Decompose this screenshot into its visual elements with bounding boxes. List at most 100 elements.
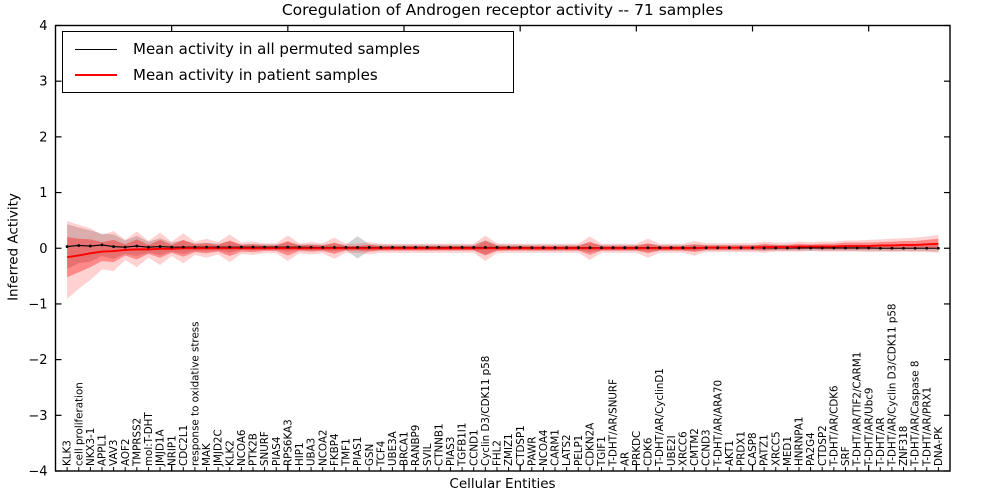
permuted-marker bbox=[507, 246, 510, 249]
permuted-marker bbox=[646, 246, 650, 250]
x-tick-label: XRCC6 bbox=[677, 431, 689, 466]
permuted-marker bbox=[495, 246, 499, 249]
permuted-marker bbox=[193, 245, 197, 249]
x-tick-label: TGIF1 bbox=[596, 436, 608, 467]
x-tick-label: CCND3 bbox=[701, 429, 713, 466]
x-tick-label: FKBP4 bbox=[329, 434, 341, 467]
x-tick-label: CDC2L1 bbox=[178, 425, 190, 466]
permuted-marker bbox=[263, 245, 267, 249]
y-tick-label: −3 bbox=[28, 409, 47, 424]
permuted-marker bbox=[228, 245, 232, 249]
permuted-marker bbox=[890, 246, 894, 250]
permuted-marker bbox=[321, 246, 325, 249]
x-tick-label: BRCA1 bbox=[399, 432, 411, 467]
band-patient-std-outer bbox=[67, 220, 939, 299]
x-tick-label: CDK6 bbox=[643, 438, 655, 466]
permuted-marker bbox=[727, 246, 731, 250]
permuted-marker bbox=[216, 245, 220, 249]
permuted-marker bbox=[669, 246, 673, 250]
permuted-marker bbox=[623, 246, 627, 250]
permuted-marker bbox=[716, 246, 720, 250]
permuted-marker bbox=[762, 246, 766, 250]
patient-line-swatch bbox=[75, 74, 117, 76]
permuted-marker bbox=[170, 245, 174, 249]
x-tick-label: PATZ1 bbox=[759, 434, 771, 466]
permuted-marker bbox=[449, 246, 452, 249]
permuted-marker bbox=[936, 246, 940, 250]
x-tick-label: PAWR bbox=[526, 437, 538, 466]
legend-item-patient: Mean activity in patient samples bbox=[63, 62, 513, 88]
legend-item-permuted: Mean activity in all permuted samples bbox=[63, 36, 513, 62]
permuted-marker bbox=[797, 246, 801, 250]
permuted-marker bbox=[553, 246, 557, 250]
permuted-marker bbox=[739, 246, 743, 250]
permuted-line-swatch bbox=[75, 48, 117, 50]
permuted-marker bbox=[634, 246, 638, 250]
x-tick-label: TCF4 bbox=[375, 441, 387, 467]
y-tick-label: 1 bbox=[39, 186, 47, 201]
permuted-marker bbox=[704, 246, 708, 250]
x-tick-label: CASP8 bbox=[747, 432, 759, 466]
x-tick-label: TMF1 bbox=[341, 438, 353, 467]
x-tick-label: SRF bbox=[840, 446, 852, 466]
x-tick-label: PRKDC bbox=[631, 431, 643, 466]
permuted-marker bbox=[390, 246, 394, 249]
x-tick-label: UBE2I bbox=[666, 435, 678, 466]
permuted-marker bbox=[681, 246, 685, 250]
chart-title: Coregulation of Androgen receptor activi… bbox=[281, 1, 724, 19]
x-tick-label: NCOA4 bbox=[538, 430, 550, 466]
x-tick-label: UBE3A bbox=[387, 431, 399, 466]
x-tick-label: HIP1 bbox=[294, 442, 306, 466]
permuted-marker bbox=[530, 246, 534, 250]
x-tick-label: CCND1 bbox=[468, 429, 480, 466]
y-tick-label: 4 bbox=[39, 19, 47, 34]
permuted-marker bbox=[925, 246, 929, 250]
permuted-marker bbox=[611, 246, 615, 250]
permuted-marker bbox=[100, 243, 104, 247]
x-tick-label: T-DHT/AR/Cyclin D3/CDK11 p58 bbox=[887, 304, 899, 467]
x-tick-label: HNRNPA1 bbox=[794, 417, 806, 466]
permuted-marker bbox=[576, 246, 580, 250]
permuted-marker bbox=[135, 244, 139, 248]
permuted-marker bbox=[542, 246, 545, 250]
y-tick-label: −2 bbox=[28, 353, 47, 368]
permuted-marker bbox=[658, 246, 661, 250]
permuted-marker bbox=[367, 246, 371, 249]
x-tick-label: GSN bbox=[364, 444, 376, 466]
permuted-marker bbox=[123, 245, 127, 249]
x-tick-label: mol:T-DHT bbox=[143, 412, 155, 466]
x-tick-label: VAV3 bbox=[108, 440, 120, 466]
x-tick-label: DNA-PK bbox=[933, 427, 945, 466]
x-tick-label: LATS2 bbox=[561, 434, 573, 466]
x-tick-label: NCOA2 bbox=[317, 430, 329, 466]
permuted-marker bbox=[774, 246, 778, 250]
permuted-marker bbox=[820, 246, 824, 250]
permuted-marker bbox=[402, 246, 406, 249]
x-tick-label: T-DHT/AR/SNURF bbox=[608, 379, 620, 467]
permuted-marker bbox=[356, 246, 359, 249]
x-tick-label: CTDSP2 bbox=[817, 425, 829, 466]
patient-mean-line bbox=[66, 242, 939, 259]
legend-label-permuted: Mean activity in all permuted samples bbox=[133, 40, 420, 58]
x-tick-label: cell proliferation bbox=[73, 382, 85, 466]
permuted-marker bbox=[518, 246, 522, 249]
permuted-marker bbox=[112, 245, 115, 248]
x-tick-label: T-DHT/AR/CDK6 bbox=[828, 385, 840, 467]
permuted-marker bbox=[902, 246, 905, 250]
permuted-marker bbox=[65, 245, 69, 248]
x-tick-label: PA2G4 bbox=[805, 432, 817, 466]
x-tick-label: T-DHT/AR bbox=[875, 417, 887, 467]
y-tick-label: 0 bbox=[39, 242, 47, 257]
x-tick-label: PRDX1 bbox=[735, 431, 747, 466]
x-tick-label: response to oxidative stress bbox=[190, 321, 202, 466]
permuted-marker bbox=[274, 245, 278, 249]
x-tick-label: T-DHT/AR/ARA70 bbox=[712, 380, 724, 467]
y-tick-label: 3 bbox=[39, 75, 47, 90]
permuted-marker bbox=[425, 246, 429, 249]
y-tick-label: 2 bbox=[39, 130, 47, 145]
x-tick-label: ZNF318 bbox=[898, 426, 910, 466]
permuted-marker bbox=[855, 246, 859, 250]
x-tick-label: CMTM2 bbox=[689, 428, 701, 466]
permuted-marker bbox=[588, 246, 592, 250]
x-tick-label: PIAS4 bbox=[271, 437, 283, 466]
